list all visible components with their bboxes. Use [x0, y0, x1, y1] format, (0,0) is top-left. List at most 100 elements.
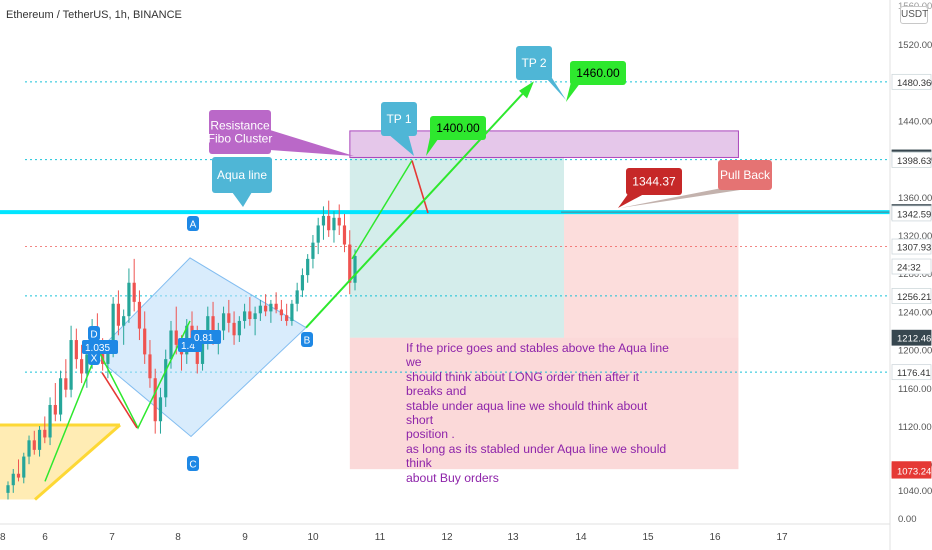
candle-body: [332, 217, 336, 231]
candle-body: [16, 473, 21, 478]
chart-title: Ethereum / TetherUS, 1h, BINANCE: [6, 9, 182, 21]
price-label-bg: [891, 364, 932, 381]
yellow-diagonal-line: [34, 423, 121, 501]
candle-body: [237, 320, 241, 336]
note-line: If the price goes and stables above the …: [406, 341, 669, 370]
point-c-bg: [187, 456, 199, 471]
price-label: 1256.21: [897, 292, 931, 303]
candle-body: [342, 225, 347, 245]
candle-body: [27, 440, 31, 457]
candle-body: [137, 301, 142, 329]
price-label-bg: [891, 238, 932, 255]
currency-badge[interactable]: USDT: [900, 6, 928, 24]
tp1-pointer: [388, 134, 414, 156]
candle-body: [316, 225, 320, 243]
pullback-value-label-bg: [626, 168, 682, 195]
tp2-label-text: TP 2: [521, 56, 546, 70]
point-d-bg: [88, 326, 100, 341]
candle-body: [274, 303, 278, 310]
candle-body: [206, 316, 210, 342]
price-label: 1073.24: [897, 467, 931, 478]
candle-body: [32, 440, 36, 450]
ratio-label-3: 0.81: [194, 333, 214, 344]
price-label: 1480.36: [897, 78, 931, 89]
green-swing-path: [44, 320, 191, 482]
candle-body: [37, 429, 42, 450]
candle-body: [253, 313, 257, 320]
candle-body: [174, 330, 178, 345]
y-tick-label: 0.00: [898, 514, 917, 525]
note-line: as long as its stabled under Aqua line w…: [406, 441, 667, 471]
price-label: 1398.63: [897, 156, 931, 167]
candle-body: [101, 344, 105, 364]
candle-body: [200, 341, 205, 364]
candle-body: [258, 305, 262, 314]
x-tick-label: 6: [42, 532, 48, 543]
y-tick-label: 1320.00: [898, 231, 932, 242]
candle-body: [11, 473, 15, 486]
ratio-label-2: 1.4: [181, 341, 195, 352]
x-tick-label: 18: [0, 532, 6, 543]
tp2-value-label-text: 1460.00: [576, 66, 620, 80]
candle-body: [248, 311, 252, 320]
point-c: C: [189, 460, 196, 471]
candle-body: [290, 303, 294, 321]
pullback-value-label-text: 1344.37: [632, 175, 676, 189]
price-label: 1212.46: [897, 334, 931, 345]
stop-zone: [349, 337, 739, 470]
aqua-line-label-text: Aqua line: [217, 168, 267, 182]
tp2-pointer: [516, 78, 566, 100]
candle-body: [321, 215, 326, 226]
candle-body: [106, 349, 110, 364]
green-arrow-tp2: [305, 87, 529, 329]
note-line: position .: [406, 427, 455, 442]
resistance-label-text: Fibo Cluster: [208, 132, 273, 146]
y-tick-label: 1240.00: [898, 307, 932, 318]
candle-body: [43, 429, 47, 438]
pullback-label-text: Pull Back: [720, 168, 771, 182]
candle-body: [169, 330, 173, 360]
candle-body: [269, 303, 273, 312]
x-tick-label: 7: [109, 532, 115, 543]
candle-body: [127, 282, 131, 317]
short-zone-upper: [564, 212, 739, 338]
x-tick-label: 8: [175, 532, 181, 543]
price-label-bg: [891, 329, 932, 346]
price-label-bg: [891, 258, 932, 275]
x-tick-label: 9: [242, 532, 248, 543]
candle-body: [348, 244, 352, 283]
aqua-label-pointer: [232, 192, 252, 207]
candle-body: [211, 316, 215, 336]
price-label-bg: [891, 288, 932, 304]
candle-body: [69, 340, 73, 390]
long-target-zone: [349, 157, 564, 338]
pullback-value-pointer: [618, 194, 644, 208]
candle-body: [242, 311, 247, 321]
ratio-label-1: 1.035: [85, 343, 110, 354]
tp1-value-label-text: 1400.00: [436, 121, 480, 135]
candle-body: [132, 282, 136, 302]
candle-body: [122, 316, 126, 326]
tp2-label-bg: [516, 46, 552, 80]
candle-body: [64, 378, 68, 390]
note-line: about Buy orders: [406, 470, 499, 485]
candle-body: [74, 340, 78, 360]
point-a-bg: [187, 216, 199, 231]
price-axis: [890, 0, 932, 550]
y-tick-label: 1040.00: [898, 486, 932, 497]
candle-body: [279, 309, 283, 316]
price-label-bg: [891, 73, 932, 90]
candle-body: [143, 328, 147, 355]
candle-body: [285, 315, 289, 321]
candle-body: [48, 404, 52, 438]
y-tick-label: 1360.00: [898, 193, 932, 204]
ratio-label-3-bg: [191, 330, 221, 344]
price-label: 1342.59: [897, 209, 931, 220]
price-label-bg: [891, 152, 932, 168]
note-line: stable under aqua line we should think a…: [406, 398, 648, 428]
pullback-label-bg: [718, 160, 772, 190]
tp1-label-bg: [381, 102, 417, 136]
x-tick-label: 14: [575, 532, 587, 543]
green-arrow-tp1: [351, 160, 413, 260]
